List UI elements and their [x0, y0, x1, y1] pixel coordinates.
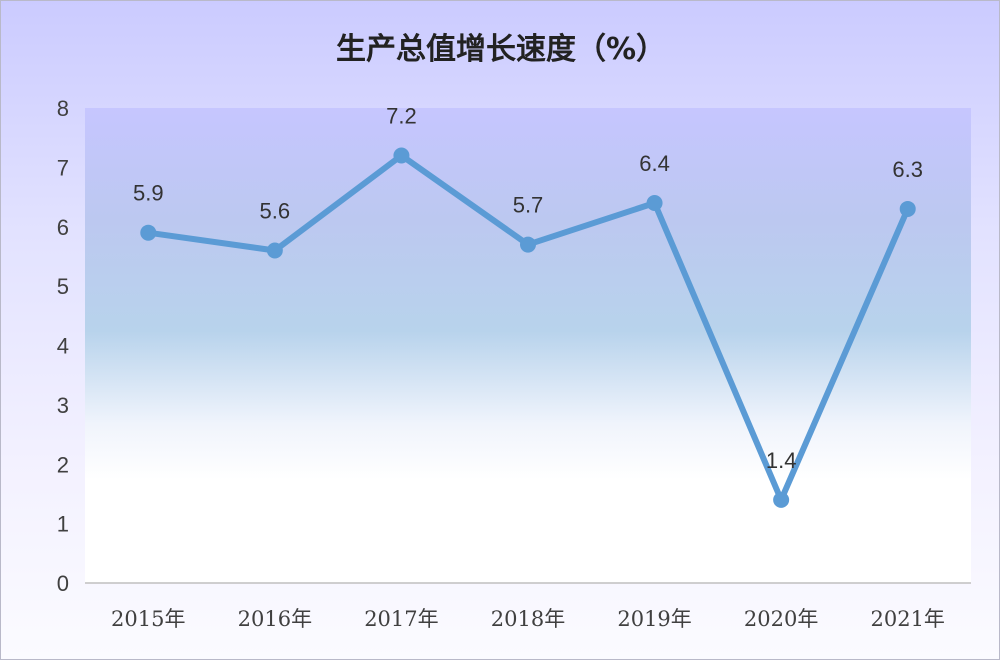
x-tick-label: 2020年	[744, 607, 818, 631]
data-label: 7.2	[386, 104, 417, 129]
chart-title: 生产总值增长速度（%）	[336, 32, 666, 67]
data-label: 6.3	[892, 157, 923, 182]
y-tick-label: 2	[57, 452, 69, 477]
x-tick-label: 2015年	[111, 607, 185, 631]
x-tick-label: 2016年	[238, 607, 312, 631]
data-label: 5.9	[133, 181, 164, 206]
y-tick-label: 3	[57, 393, 69, 418]
data-point	[140, 224, 157, 241]
y-tick-label: 7	[57, 155, 69, 180]
y-tick-label: 0	[57, 571, 69, 596]
data-point	[393, 147, 410, 164]
y-tick-label: 1	[57, 512, 69, 537]
data-label: 1.4	[766, 448, 797, 473]
x-tick-label: 2019年	[617, 607, 691, 631]
data-point	[520, 236, 536, 253]
y-tick-label: 6	[57, 215, 69, 240]
y-tick-label: 8	[57, 96, 69, 121]
data-point	[266, 242, 283, 259]
data-point	[646, 195, 663, 211]
data-point	[773, 491, 790, 508]
y-tick-label: 4	[57, 334, 69, 359]
data-label: 5.7	[513, 193, 544, 218]
data-point	[899, 200, 916, 217]
data-label: 6.4	[639, 151, 670, 176]
x-tick-label: 2021年	[870, 607, 944, 631]
x-tick-label: 2017年	[364, 607, 438, 631]
plot-area	[85, 108, 971, 480]
plot-area-lower	[85, 480, 971, 583]
y-tick-label: 5	[57, 274, 69, 299]
data-label: 5.6	[260, 199, 291, 224]
x-tick-label: 2018年	[491, 607, 565, 631]
